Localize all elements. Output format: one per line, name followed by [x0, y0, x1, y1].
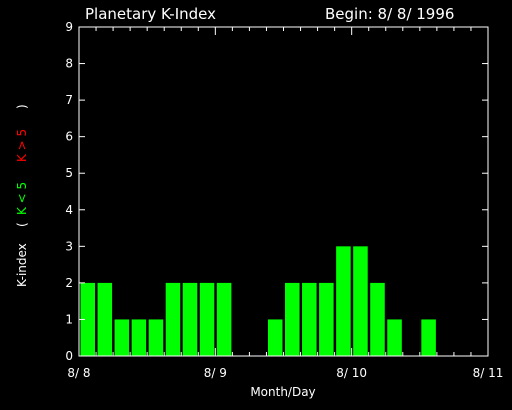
y-tick-label: 2 — [65, 276, 73, 290]
y-tick-label: 0 — [65, 349, 73, 363]
bar — [421, 319, 436, 356]
y-tick-label: 4 — [65, 203, 73, 217]
bar — [319, 282, 334, 356]
bar — [370, 282, 385, 356]
y-tick-label: 6 — [65, 130, 73, 144]
x-tick-label: 8/ 10 — [336, 366, 367, 380]
chart-title: Planetary K-Index — [85, 5, 216, 23]
y-tick-label: 3 — [65, 239, 73, 253]
bar — [353, 246, 368, 356]
y-tick-label: 8 — [65, 57, 73, 71]
x-tick-label: 8/ 8 — [67, 366, 90, 380]
bar — [97, 282, 113, 356]
y-axis-label-close: ) — [15, 104, 29, 109]
y-tick-label: 9 — [65, 20, 73, 34]
bar — [199, 282, 215, 356]
y-axis-label-open: ( — [15, 222, 29, 227]
bar — [285, 282, 300, 356]
bar — [336, 246, 351, 356]
y-axis-label-prefix: K-index — [15, 243, 29, 287]
y-ticks-group: 0 1 2 3 4 5 6 7 8 9 — [65, 20, 488, 363]
x-ticks-group: 8/ 8 8/ 9 8/ 10 8/ 11 — [67, 27, 503, 380]
bar — [182, 282, 198, 356]
bar — [267, 319, 283, 356]
bar — [165, 282, 181, 356]
bar — [302, 282, 317, 356]
x-tick-label: 8/ 9 — [204, 366, 227, 380]
y-tick-label: 1 — [65, 312, 73, 326]
x-axis-label: Month/Day — [250, 385, 315, 399]
y-tick-label: 5 — [65, 166, 73, 180]
bar — [114, 319, 130, 356]
bar — [148, 319, 164, 356]
y-axis-label-below5: K < 5 — [15, 182, 29, 215]
y-axis-label-above5: K > 5 — [15, 129, 29, 162]
x-tick-label: 8/ 11 — [473, 366, 504, 380]
y-axis-label: K-index ( K < 5 K > 5 ) — [15, 104, 29, 287]
bar — [216, 282, 232, 356]
bar — [131, 319, 147, 356]
bars-group — [80, 246, 436, 356]
bar — [387, 319, 402, 356]
y-tick-label: 7 — [65, 93, 73, 107]
plot-frame — [78, 26, 489, 357]
bar — [80, 282, 96, 356]
begin-date-label: Begin: 8/ 8/ 1996 — [325, 5, 454, 23]
